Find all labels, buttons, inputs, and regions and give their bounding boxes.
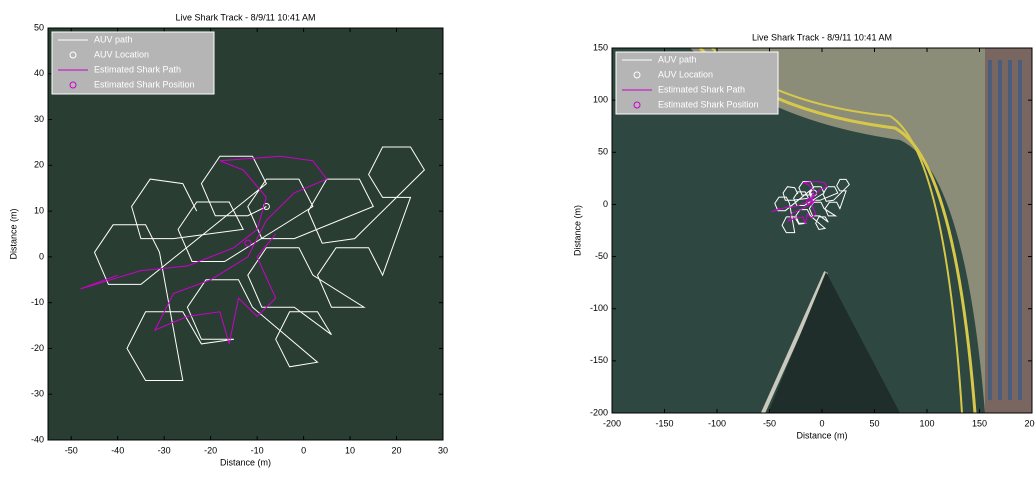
x-tick-label: -30 [158,445,171,455]
x-axis-label: Distance (m) [220,457,271,467]
x-tick-label: -10 [251,445,264,455]
x-tick-label: -100 [708,418,726,428]
y-tick-label: -200 [590,407,608,417]
x-tick-label: -50 [763,418,776,428]
y-tick-label: 50 [34,22,44,32]
y-axis-label: Distance (m) [572,205,582,256]
legend-label: Estimated Shark Position [658,99,759,109]
screenshot: -50-40-30-20-100102030-40-30-20-10010203… [0,0,1035,477]
x-tick-label: 100 [919,418,934,428]
y-axis-label: Distance (m) [8,208,18,259]
y-tick-label: 10 [34,205,44,215]
y-tick-label: 150 [593,42,608,52]
legend-label: AUV Location [658,69,713,79]
y-tick-label: -30 [31,389,44,399]
x-tick-label: 20 [392,445,402,455]
x-tick-label: 200 [1024,418,1035,428]
x-tick-label: -200 [603,418,621,428]
legend-label: AUV Location [94,49,149,59]
x-tick-label: 10 [345,445,355,455]
x-tick-label: 0 [819,418,824,428]
legend: AUV path AUV Location Estimated Shark Path… [616,52,778,114]
legend: AUV path AUV Location Estimated Shark Path… [52,32,214,94]
x-axis-label: Distance (m) [796,430,847,440]
legend-label: Estimated Shark Path [658,84,745,94]
y-tick-label: -100 [590,303,608,313]
y-tick-label: 20 [34,160,44,170]
legend-label: AUV path [658,54,697,64]
y-tick-label: -40 [31,434,44,444]
y-tick-label: -20 [31,343,44,353]
y-tick-label: 0 [39,251,44,261]
y-tick-label: -50 [595,251,608,261]
x-tick-label: 0 [301,445,306,455]
x-tick-label: 50 [869,418,879,428]
y-tick-label: 0 [603,199,608,209]
legend-label: AUV path [94,34,133,44]
y-tick-label: -150 [590,355,608,365]
y-tick-label: 40 [34,68,44,78]
x-tick-label: 30 [438,445,448,455]
chart-title: Live Shark Track - 8/9/11 10:41 AM [752,32,892,42]
y-tick-label: 50 [598,147,608,157]
x-tick-label: -20 [204,445,217,455]
x-tick-label: 150 [972,418,987,428]
chart-title: Live Shark Track - 8/9/11 10:41 AM [176,12,316,22]
y-tick-label: -10 [31,297,44,307]
y-tick-label: 30 [34,114,44,124]
x-tick-label: -50 [65,445,78,455]
x-tick-label: -150 [655,418,673,428]
y-tick-label: 100 [593,95,608,105]
legend-label: Estimated Shark Path [94,64,181,74]
x-tick-label: -40 [111,445,124,455]
legend-label: Estimated Shark Position [94,79,195,89]
